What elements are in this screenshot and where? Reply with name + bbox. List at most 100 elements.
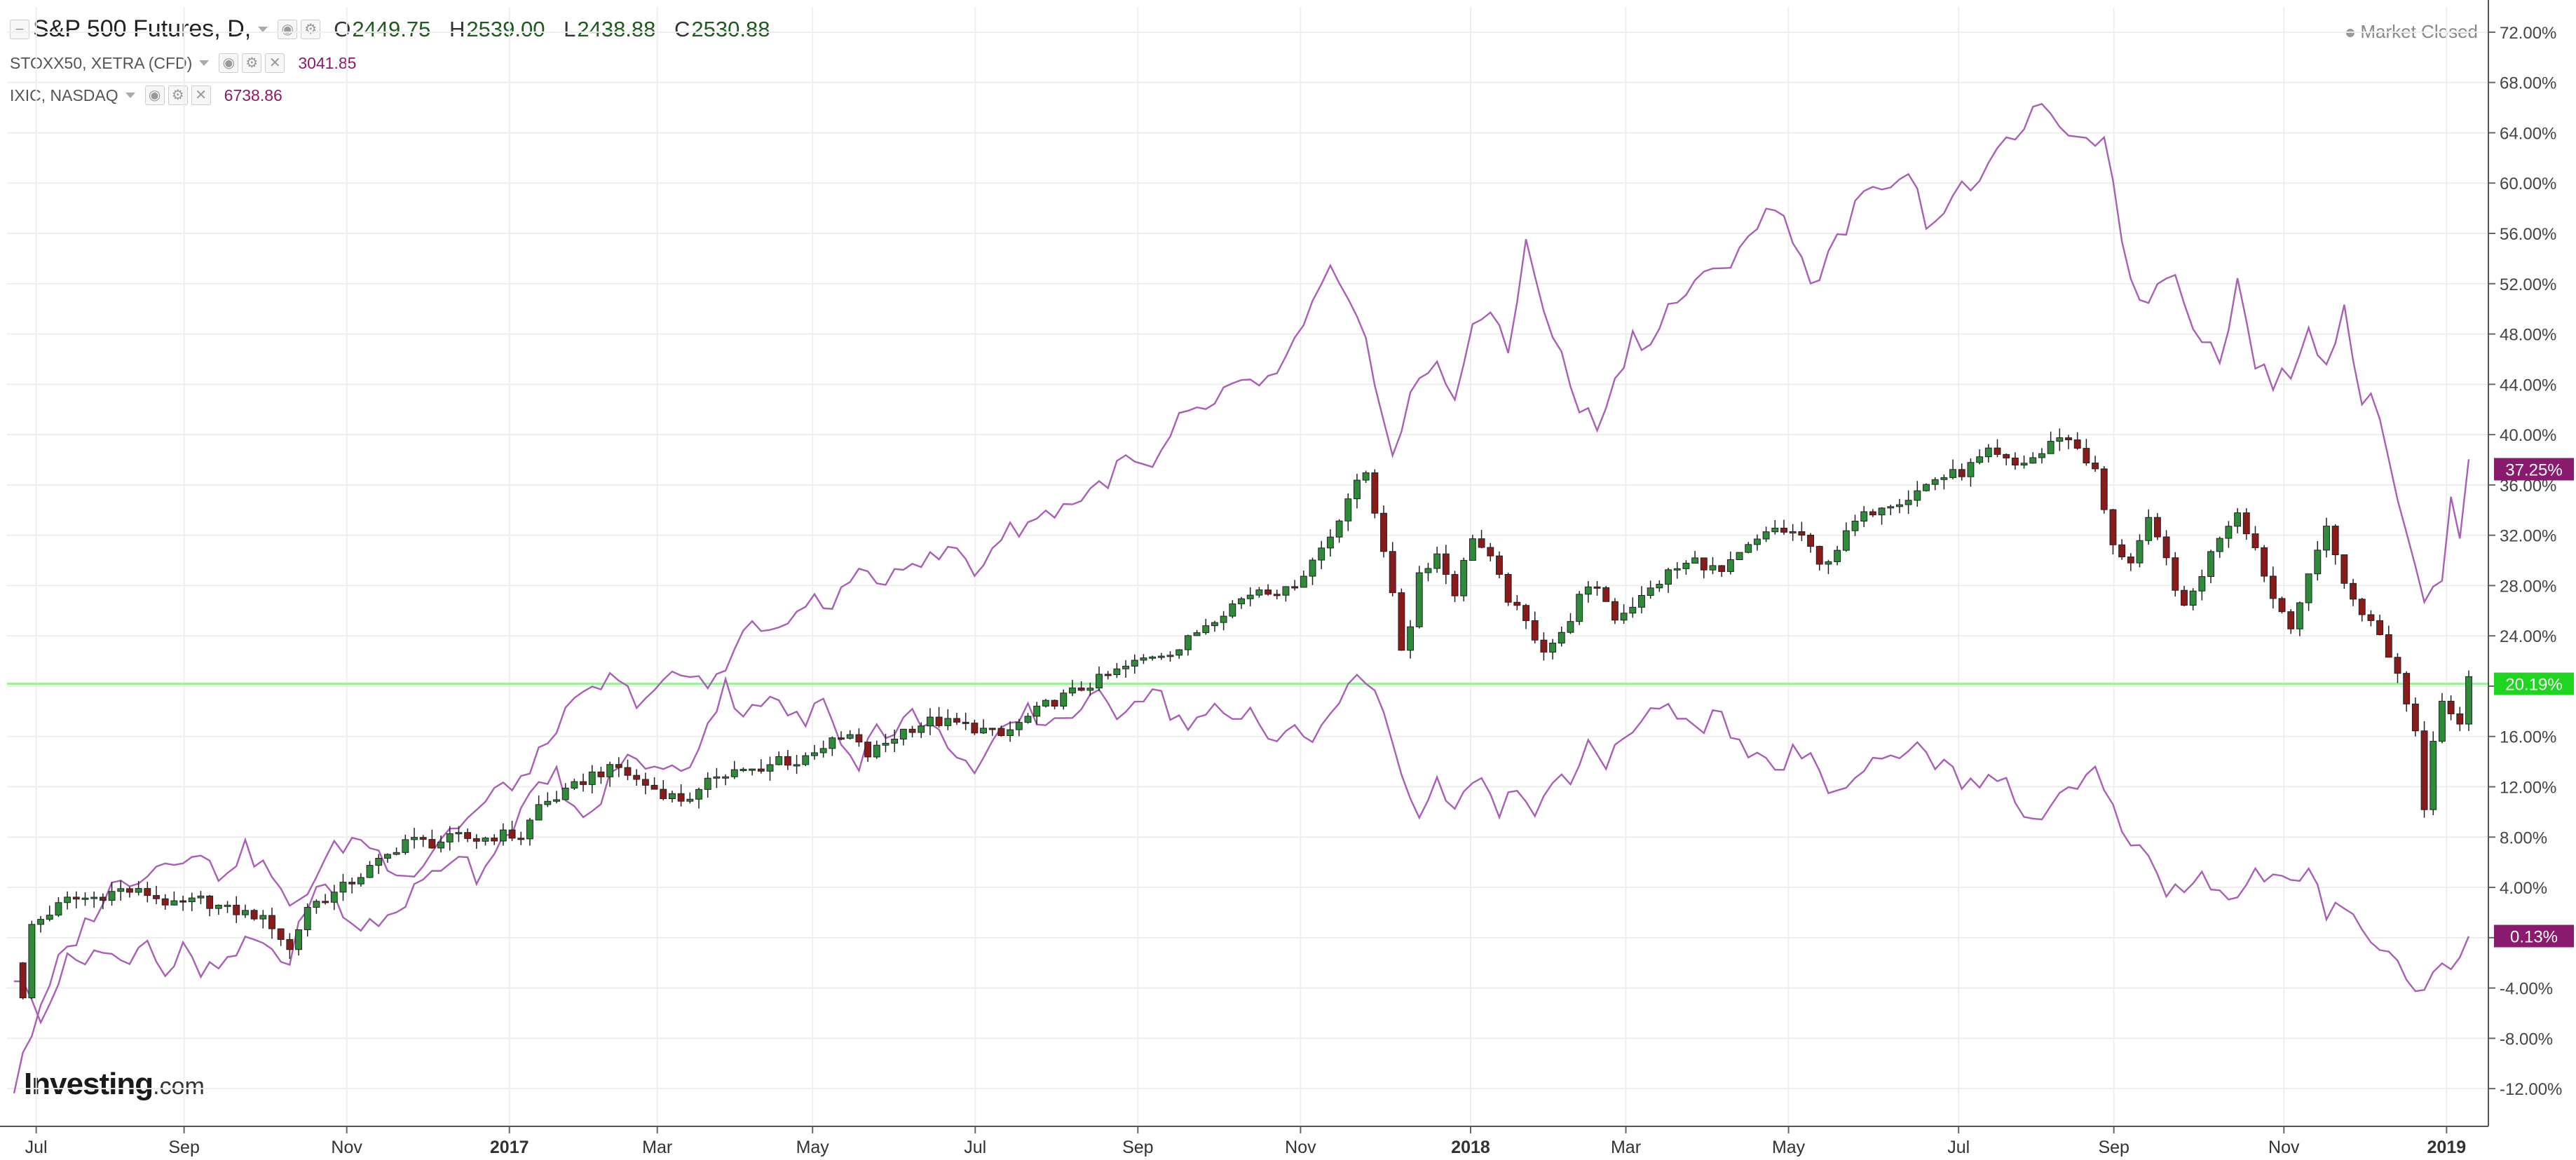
y-tick-label: 16.00% bbox=[2500, 728, 2556, 747]
candle-body bbox=[2411, 703, 2419, 732]
candle-body bbox=[2430, 741, 2437, 810]
y-tick-label: 28.00% bbox=[2500, 577, 2556, 596]
candle-body bbox=[730, 769, 738, 777]
chevron-down-icon[interactable] bbox=[258, 26, 268, 32]
candle-body bbox=[606, 764, 614, 777]
visibility-icon[interactable]: ◉ bbox=[144, 86, 165, 105]
candle-body bbox=[650, 784, 658, 790]
candle-body bbox=[2447, 700, 2455, 714]
candle-body bbox=[1504, 573, 1512, 603]
close-icon[interactable]: ✕ bbox=[191, 86, 211, 105]
candle-body bbox=[1202, 625, 1210, 634]
x-tick-label: Jul bbox=[25, 1138, 48, 1157]
candle-body bbox=[1602, 587, 1610, 602]
candle-body bbox=[2403, 673, 2411, 704]
candle-body bbox=[1984, 447, 1992, 458]
candle-body bbox=[1460, 560, 1468, 596]
candle-body bbox=[669, 793, 676, 799]
y-tick-label: 60.00% bbox=[2500, 175, 2556, 193]
gear-icon[interactable]: ⚙ bbox=[301, 19, 321, 39]
visibility-icon[interactable]: ◉ bbox=[278, 19, 298, 39]
y-tick-label: 72.00% bbox=[2500, 24, 2556, 43]
candle-body bbox=[464, 832, 472, 839]
y-tick-label: 68.00% bbox=[2500, 74, 2556, 93]
candle-body bbox=[2269, 575, 2277, 599]
candle-body bbox=[1815, 545, 1823, 565]
candle-body bbox=[437, 841, 444, 849]
candle-body bbox=[1967, 462, 1975, 477]
x-tick-label: 2018 bbox=[1451, 1138, 1490, 1157]
candle-body bbox=[561, 787, 569, 800]
candle-body bbox=[1691, 557, 1699, 564]
close-icon[interactable]: ✕ bbox=[265, 53, 285, 73]
candle-body bbox=[2136, 540, 2144, 564]
main-series-legend: − S&P 500 Futures, D, ◉ ⚙ O2449.75 H2539… bbox=[10, 15, 782, 43]
candle-body bbox=[339, 882, 347, 893]
last-value-label: 37.25% bbox=[2505, 460, 2562, 479]
candle-body bbox=[722, 776, 730, 779]
last-value-label: 0.13% bbox=[2510, 928, 2558, 947]
candle-body bbox=[2367, 614, 2375, 621]
candle-body bbox=[2100, 468, 2108, 510]
candle-body bbox=[1798, 531, 1806, 535]
candle-body bbox=[1611, 601, 1618, 621]
stoxx50-name: STOXX50, XETRA (CFD) bbox=[10, 53, 193, 72]
candle-body bbox=[482, 838, 489, 842]
candle-body bbox=[695, 789, 702, 800]
chevron-down-icon[interactable] bbox=[125, 93, 135, 98]
gear-icon[interactable]: ⚙ bbox=[242, 53, 262, 73]
candle-body bbox=[988, 728, 996, 730]
candle-body bbox=[2331, 526, 2339, 556]
candle-body bbox=[544, 800, 552, 805]
chevron-down-icon[interactable] bbox=[199, 60, 210, 66]
candle-body bbox=[1878, 507, 1886, 516]
candle-body bbox=[615, 764, 622, 768]
candle-body bbox=[2029, 457, 2037, 464]
visibility-icon[interactable]: ◉ bbox=[219, 53, 239, 73]
candle-body bbox=[179, 900, 187, 903]
y-tick-label: -4.00% bbox=[2500, 980, 2553, 999]
candle-body bbox=[802, 755, 810, 765]
candle-body bbox=[1309, 559, 1316, 577]
candle-body bbox=[1220, 615, 1227, 623]
candle-body bbox=[819, 748, 827, 753]
candle-body bbox=[402, 839, 409, 853]
candle-body bbox=[170, 900, 178, 906]
candle-body bbox=[1825, 561, 1832, 565]
compare-line-stoxx50 bbox=[13, 673, 2470, 1025]
x-tick-label: Mar bbox=[642, 1138, 672, 1157]
candle-body bbox=[90, 896, 98, 899]
candle-body bbox=[330, 892, 338, 903]
candle-body bbox=[1513, 601, 1521, 606]
candle-body bbox=[508, 829, 516, 839]
candle-body bbox=[1904, 500, 1912, 505]
candle-body bbox=[882, 742, 890, 746]
collapse-icon[interactable]: − bbox=[10, 19, 29, 39]
candle-body bbox=[1887, 506, 1895, 509]
candle-body bbox=[641, 779, 649, 786]
candle-body bbox=[81, 897, 89, 900]
y-tick-label: 64.00% bbox=[2500, 124, 2556, 143]
candle-body bbox=[197, 895, 205, 899]
candle-body bbox=[1371, 472, 1379, 514]
candle-body bbox=[855, 734, 863, 743]
candle-body bbox=[1700, 557, 1708, 571]
value-labels: 37.25% 20.19% 0.13% bbox=[2494, 458, 2574, 948]
candle-body bbox=[1567, 621, 1574, 633]
candle-body bbox=[793, 764, 800, 767]
candle-body bbox=[1718, 565, 1726, 572]
candle-body bbox=[55, 902, 62, 916]
candle-body bbox=[864, 742, 872, 758]
y-tick-label: 8.00% bbox=[2500, 828, 2547, 847]
candle-body bbox=[19, 962, 27, 999]
candle-body bbox=[686, 798, 694, 802]
candle-body bbox=[829, 737, 836, 749]
low-value: 2438.88 bbox=[577, 16, 656, 41]
candle-body bbox=[1726, 559, 1734, 572]
candle-body bbox=[366, 865, 374, 878]
candle-body bbox=[2207, 551, 2214, 578]
candle-body bbox=[766, 764, 774, 772]
candle-body bbox=[1335, 520, 1343, 538]
x-tick-label: Jul bbox=[964, 1138, 986, 1157]
